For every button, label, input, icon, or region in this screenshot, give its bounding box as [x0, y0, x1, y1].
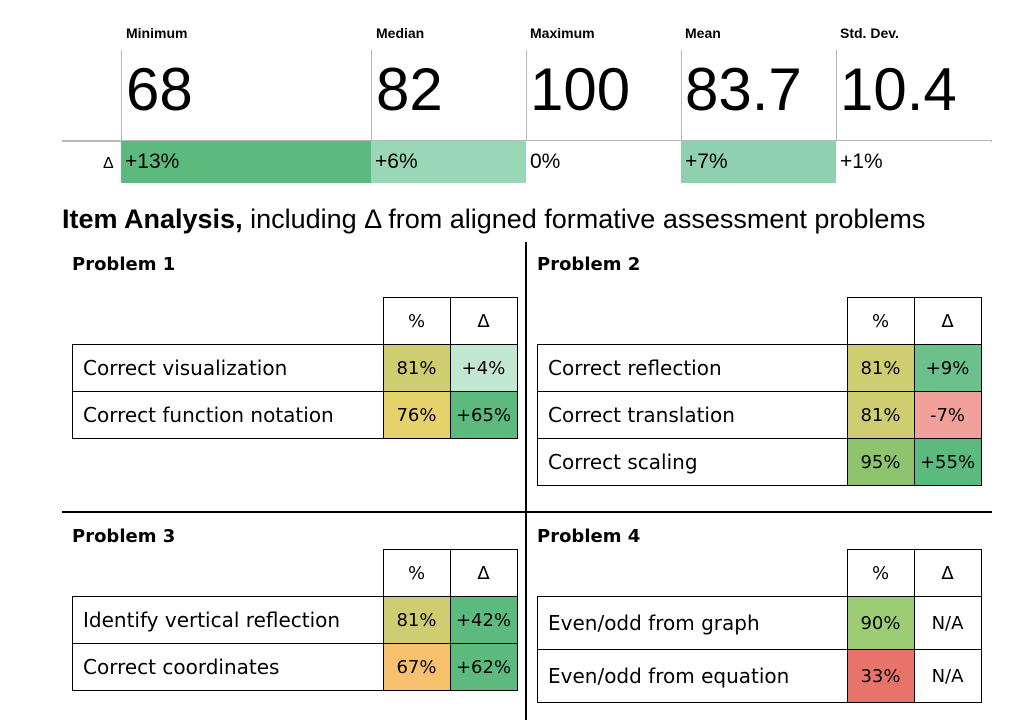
delta-symbol: Δ — [103, 155, 114, 172]
divider — [121, 50, 122, 142]
table-header-row: % Δ — [538, 297, 982, 345]
stat-value-mean: 83.7 — [685, 56, 802, 123]
delta-std-dev: +1% — [836, 141, 991, 183]
row-label: Even/odd from equation — [537, 649, 848, 703]
delta-cell: +62% — [449, 643, 518, 691]
table-row: Identify vertical reflection 81% +42% — [72, 596, 518, 644]
pct-header: % — [846, 549, 915, 597]
row-label: Correct reflection — [537, 344, 848, 392]
stat-label-minimum: Minimum — [126, 25, 188, 41]
table-row: Correct scaling 95% +55% — [537, 438, 982, 486]
delta-cell: +65% — [449, 391, 518, 439]
row-label: Correct scaling — [537, 438, 848, 486]
problem-3-table: % Δ Identify vertical reflection 81% +42… — [72, 549, 518, 691]
pct-cell: 81% — [382, 596, 451, 644]
delta-minimum: +13% — [121, 141, 371, 183]
stat-label-median: Median — [376, 25, 425, 41]
table-header-row: % Δ — [73, 549, 518, 597]
stat-label-mean: Mean — [685, 25, 721, 41]
row-label: Even/odd from graph — [537, 596, 848, 650]
grid-vertical-divider — [525, 242, 527, 720]
delta-header: Δ — [449, 297, 518, 345]
stat-value-std-dev: 10.4 — [840, 56, 957, 123]
table-row: Correct reflection 81% +9% — [537, 344, 982, 392]
item-analysis-title-bold: Item Analysis, — [62, 204, 243, 234]
delta-cell: -7% — [913, 391, 982, 439]
delta-median: +6% — [371, 141, 526, 183]
row-label: Correct function notation — [72, 391, 384, 439]
problem-1-title: Problem 1 — [72, 254, 176, 275]
pct-cell: 81% — [846, 344, 915, 392]
item-analysis-title: Item Analysis, including Δ from aligned … — [62, 204, 925, 235]
row-label: Correct visualization — [72, 344, 384, 392]
row-label: Identify vertical reflection — [72, 596, 384, 644]
delta-header: Δ — [913, 297, 982, 345]
pct-cell: 76% — [382, 391, 451, 439]
pct-cell: 81% — [382, 344, 451, 392]
problem-4-table: % Δ Even/odd from graph 90% N/A Even/odd… — [537, 549, 982, 703]
delta-cell: +4% — [449, 344, 518, 392]
delta-cell: +9% — [913, 344, 982, 392]
delta-cell: N/A — [913, 596, 982, 650]
table-row: Correct coordinates 67% +62% — [72, 643, 518, 691]
delta-cell: +42% — [449, 596, 518, 644]
row-label: Correct translation — [537, 391, 848, 439]
divider — [836, 50, 837, 142]
pct-cell: 95% — [846, 438, 915, 486]
delta-header: Δ — [449, 549, 518, 597]
stat-value-minimum: 68 — [126, 56, 193, 123]
delta-cell: +55% — [913, 438, 982, 486]
divider — [526, 50, 527, 142]
table-row: Correct translation 81% -7% — [537, 391, 982, 439]
pct-header: % — [382, 297, 451, 345]
pct-cell: 81% — [846, 391, 915, 439]
table-row: Even/odd from equation 33% N/A — [537, 649, 982, 703]
problem-4-title: Problem 4 — [537, 526, 641, 547]
delta-maximum: 0% — [526, 141, 681, 183]
problem-1-table: % Δ Correct visualization 81% +4% Correc… — [72, 297, 518, 439]
delta-cell: N/A — [913, 649, 982, 703]
pct-header: % — [846, 297, 915, 345]
pct-header: % — [382, 549, 451, 597]
pct-cell: 33% — [846, 649, 915, 703]
divider — [681, 50, 682, 142]
pct-cell: 67% — [382, 643, 451, 691]
problem-2-table: % Δ Correct reflection 81% +9% Correct t… — [537, 297, 982, 486]
table-row: Correct function notation 76% +65% — [72, 391, 518, 439]
grid-horizontal-divider — [62, 511, 992, 513]
stat-value-median: 82 — [376, 56, 443, 123]
row-label: Correct coordinates — [72, 643, 384, 691]
table-row: Even/odd from graph 90% N/A — [537, 596, 982, 650]
stat-label-maximum: Maximum — [530, 25, 595, 41]
problem-2-title: Problem 2 — [537, 254, 641, 275]
stat-label-std-dev: Std. Dev. — [840, 25, 899, 41]
delta-mean: +7% — [681, 141, 836, 183]
table-header-row: % Δ — [538, 549, 982, 597]
problem-3-title: Problem 3 — [72, 526, 176, 547]
pct-cell: 90% — [846, 596, 915, 650]
item-analysis-title-rest: including Δ from aligned formative asses… — [242, 204, 926, 234]
stat-value-maximum: 100 — [530, 56, 631, 123]
divider — [371, 50, 372, 142]
delta-header: Δ — [913, 549, 982, 597]
table-header-row: % Δ — [73, 297, 518, 345]
table-row: Correct visualization 81% +4% — [72, 344, 518, 392]
